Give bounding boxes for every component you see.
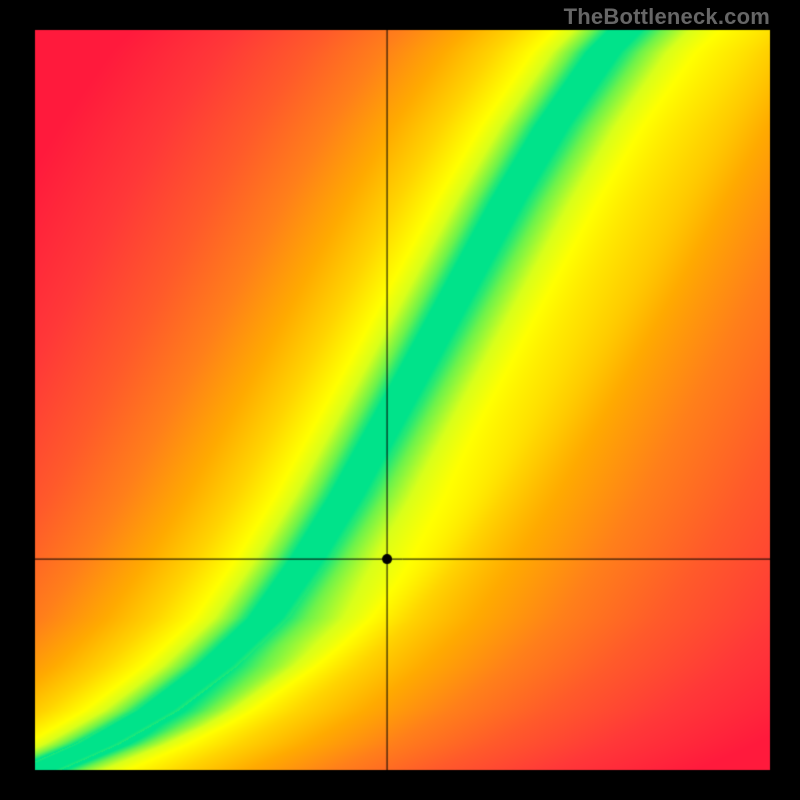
watermark-text: TheBottleneck.com	[564, 4, 770, 30]
bottleneck-heatmap	[0, 0, 800, 800]
